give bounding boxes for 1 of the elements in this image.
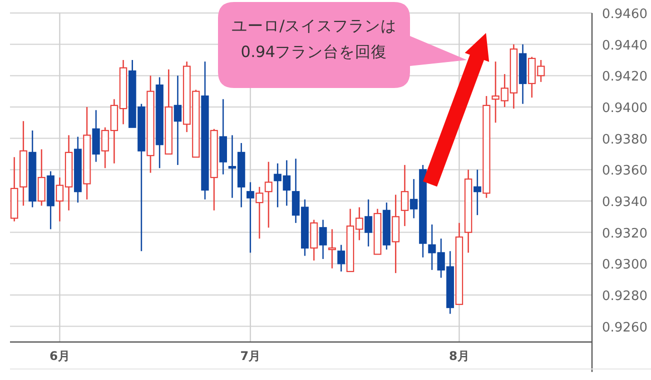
annotation: ユーロ/スイスフランは 0.94フラン台を回復 xyxy=(231,17,397,61)
